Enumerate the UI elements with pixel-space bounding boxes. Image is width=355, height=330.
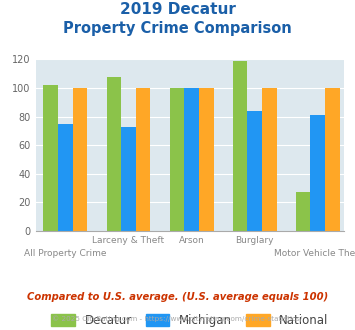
Bar [184, 88, 199, 231]
Text: 2019 Decatur: 2019 Decatur [120, 2, 235, 16]
Text: Property Crime Comparison: Property Crime Comparison [63, 21, 292, 36]
Text: Larceny & Theft: Larceny & Theft [92, 236, 165, 245]
Text: Motor Vehicle Theft: Motor Vehicle Theft [274, 249, 355, 258]
Bar [262, 88, 277, 231]
Bar [106, 77, 121, 231]
Text: Burglary: Burglary [235, 236, 274, 245]
Text: Compared to U.S. average. (U.S. average equals 100): Compared to U.S. average. (U.S. average … [27, 292, 328, 302]
Text: © 2025 CityRating.com - https://www.cityrating.com/crime-statistics/: © 2025 CityRating.com - https://www.city… [53, 315, 302, 322]
Legend: Decatur, Michigan, National: Decatur, Michigan, National [47, 309, 333, 330]
Bar [233, 61, 247, 231]
Bar [325, 88, 340, 231]
Bar [170, 88, 184, 231]
Bar [121, 127, 136, 231]
Bar [43, 85, 58, 231]
Text: Arson: Arson [179, 236, 204, 245]
Bar [199, 88, 213, 231]
Bar [58, 124, 73, 231]
Bar [311, 115, 325, 231]
Text: All Property Crime: All Property Crime [24, 249, 106, 258]
Bar [136, 88, 151, 231]
Bar [247, 111, 262, 231]
Bar [296, 192, 311, 231]
Bar [73, 88, 87, 231]
